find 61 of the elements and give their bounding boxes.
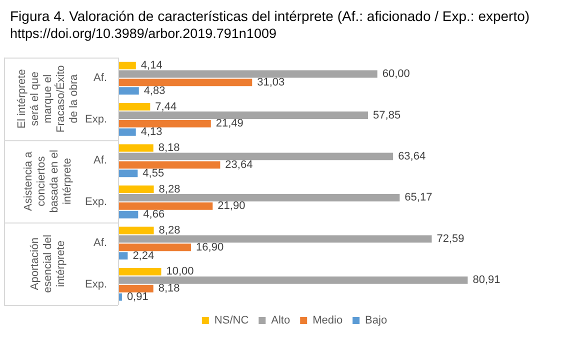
- data-label: 4,14: [140, 60, 162, 72]
- text: El intérprete será el que marque el Fracaso/Éxito de la obra: [16, 65, 80, 132]
- y-tick-label: Exp.: [84, 113, 108, 126]
- bar: [118, 87, 139, 95]
- data-label: 8,28: [158, 183, 180, 196]
- data-label: 23,64: [225, 158, 253, 171]
- bar: [118, 161, 220, 169]
- data-label: 72,59: [436, 232, 464, 245]
- legend-label: Bajo: [365, 314, 388, 327]
- bar: [118, 103, 150, 110]
- y-tick-label: Af.: [94, 72, 108, 84]
- bar: [118, 128, 136, 136]
- bar: [118, 284, 154, 292]
- data-label: 21,49: [216, 118, 244, 130]
- data-label: 21,90: [218, 200, 246, 212]
- bar: [118, 70, 378, 78]
- bar: [118, 244, 192, 252]
- data-label: 4,55: [142, 167, 164, 180]
- data-label: 4,66: [143, 208, 165, 221]
- data-label: 8,18: [158, 282, 180, 295]
- data-label: 0,91: [126, 291, 148, 304]
- bar: [118, 120, 211, 128]
- chart-subtitle: https://doi.org/10.3989/arbor.2019.791n1009: [10, 25, 278, 42]
- bar: [118, 152, 394, 160]
- text: Asistencia a conciertos basada en el intérprete: [22, 150, 74, 213]
- text: Aportación esencial del intérprete: [29, 234, 68, 293]
- bar: [118, 210, 138, 218]
- y-tick-label: Exp.: [84, 196, 108, 208]
- data-label: 57,85: [373, 109, 401, 122]
- data-label: 31,03: [257, 76, 285, 88]
- bar: [118, 144, 154, 152]
- bar: [118, 202, 213, 210]
- legend-label: NS/NC: [214, 314, 249, 327]
- bar: [118, 62, 136, 70]
- y-tick-label: Af.: [94, 154, 108, 167]
- bar: [118, 186, 154, 193]
- legend-label: Alto: [271, 314, 290, 327]
- bar: [118, 226, 154, 234]
- y-tick-label: Exp.: [84, 278, 108, 290]
- chart-title: Figura 4. Valoración de características del intérprete (Af.: aficionado / Exp.: experto): [10, 8, 531, 25]
- data-label: 4,13: [140, 126, 162, 138]
- bar: [118, 235, 432, 243]
- data-label: 80,91: [472, 274, 500, 286]
- y-tick-label: Af.: [94, 237, 108, 250]
- data-label: 7,44: [155, 100, 177, 113]
- bar: [118, 276, 468, 284]
- data-label: 16,90: [196, 241, 224, 254]
- data-label: 2,24: [132, 250, 154, 262]
- bar: [118, 78, 252, 86]
- bar: [118, 170, 138, 178]
- data-label: 8,28: [158, 224, 180, 236]
- bar: [118, 194, 400, 202]
- data-label: 65,17: [404, 192, 432, 204]
- data-label: 63,64: [398, 150, 426, 162]
- data-label: 8,18: [158, 142, 180, 154]
- bar: [118, 112, 368, 119]
- data-label: 10,00: [166, 266, 194, 278]
- legend-label: Medio: [312, 314, 343, 327]
- data-label: 60,00: [382, 68, 410, 80]
- data-label: 4,83: [144, 84, 166, 97]
- bar: [118, 268, 162, 276]
